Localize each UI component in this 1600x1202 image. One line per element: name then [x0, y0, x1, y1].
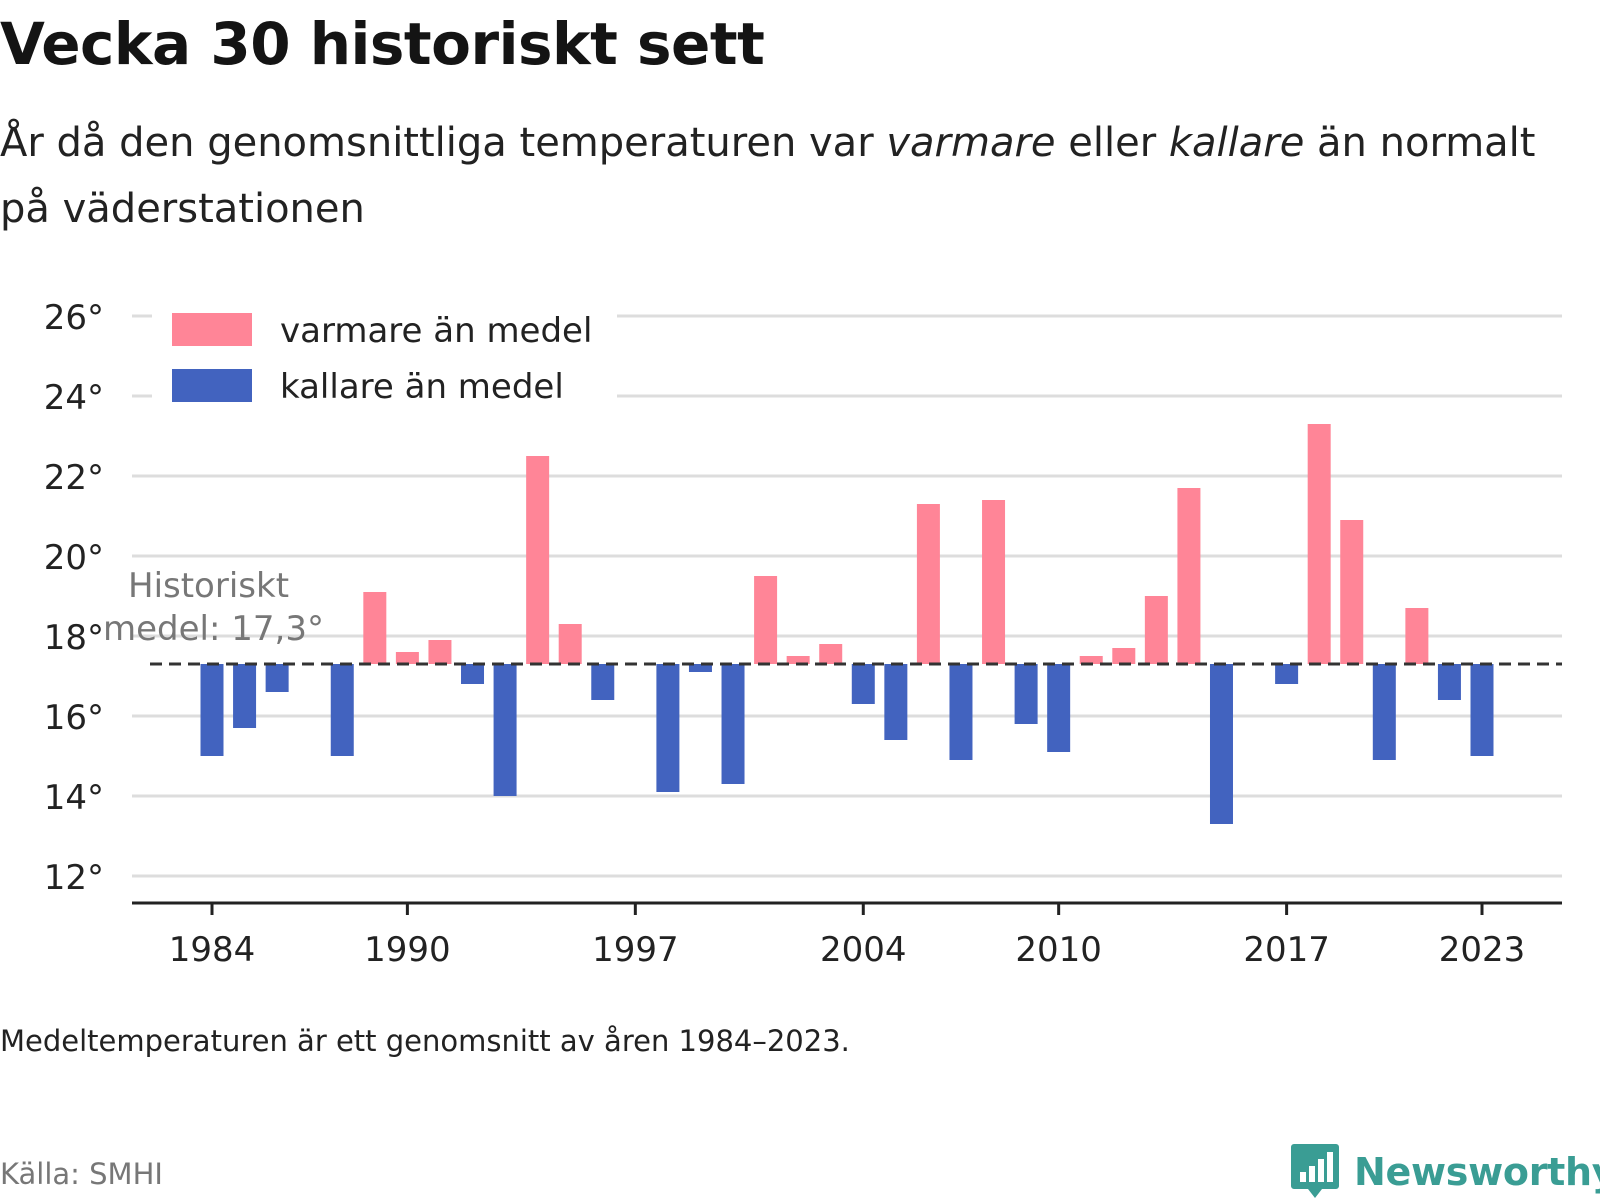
bar-1998 — [656, 664, 680, 792]
y-tick-label: 22° — [44, 458, 104, 498]
bar-1991 — [428, 640, 452, 664]
y-tick-label: 14° — [44, 778, 104, 818]
bar-2009 — [1014, 664, 1038, 724]
bar-1993 — [493, 664, 517, 796]
bar-2022 — [1437, 664, 1461, 700]
legend-label-colder: kallare än medel — [280, 367, 564, 407]
bar-2007 — [949, 664, 973, 760]
y-tick-label: 20° — [44, 538, 104, 578]
bar-2010 — [1047, 664, 1071, 752]
bar-2008 — [982, 500, 1006, 664]
x-tick-label: 2004 — [820, 930, 907, 970]
legend-swatch-warmer — [172, 313, 252, 346]
bar-2021 — [1405, 608, 1429, 664]
x-tick-label: 1997 — [592, 930, 679, 970]
mean-annotation-line2: medel: 17,3° — [103, 609, 324, 649]
bar-1994 — [526, 456, 550, 664]
subtitle-warmer: varmare — [886, 120, 1056, 166]
bar-1988 — [330, 664, 354, 756]
bar-1999 — [688, 664, 712, 672]
x-tick-label: 2010 — [1015, 930, 1102, 970]
bar-1985 — [233, 664, 257, 728]
bar-2017 — [1275, 664, 1299, 684]
brand-name: Newsworthy — [1354, 1150, 1600, 1194]
bar-2012 — [1112, 648, 1136, 664]
bar-2000 — [721, 664, 745, 784]
bar-1995 — [558, 624, 582, 664]
temperature-bar-chart: 12° 14° 16° 18° 20° 22° 24° 26° varmare än medel… — [44, 298, 1562, 970]
newsworthy-brand: Newsworthy — [1290, 1142, 1600, 1202]
x-tick-label: 1990 — [364, 930, 451, 970]
bar-2014 — [1177, 488, 1201, 664]
mean-annotation-line1: Historiskt — [128, 566, 289, 606]
legend-label-warmer: varmare än medel — [280, 311, 592, 351]
bar-2011 — [1079, 656, 1103, 664]
y-tick-label: 16° — [44, 698, 104, 738]
bar-2006 — [916, 504, 940, 664]
bar-2005 — [884, 664, 908, 740]
legend-swatch-colder — [172, 369, 252, 402]
y-tick-label: 18° — [44, 618, 104, 658]
subtitle-text: År då den genomsnittliga temperaturen va… — [0, 120, 887, 166]
bar-1996 — [591, 664, 615, 700]
bar-2018 — [1307, 424, 1331, 664]
footnote: Medeltemperaturen är ett genomsnitt av å… — [0, 1024, 850, 1058]
bar-2004 — [851, 664, 875, 704]
x-tick-label: 2017 — [1243, 930, 1330, 970]
y-tick-label: 24° — [44, 378, 104, 418]
bar-1986 — [265, 664, 289, 692]
bar-1990 — [395, 652, 419, 664]
x-tick-label: 1984 — [169, 930, 256, 970]
bar-2019 — [1340, 520, 1364, 664]
bar-2015 — [1209, 664, 1233, 824]
bar-1992 — [461, 664, 485, 684]
bar-1984 — [200, 664, 224, 756]
bar-chart-speech-bubble-icon — [1291, 1144, 1339, 1198]
bar-2020 — [1372, 664, 1396, 760]
bar-2002 — [786, 656, 810, 664]
y-tick-label: 26° — [44, 298, 104, 338]
bar-2003 — [819, 644, 843, 664]
chart-title: Vecka 30 historiskt sett — [0, 10, 765, 78]
bar-2023 — [1470, 664, 1494, 756]
bar-2001 — [754, 576, 778, 664]
subtitle-colder: kallare — [1168, 120, 1305, 166]
bar-1989 — [363, 592, 387, 664]
chart-subtitle: År då den genomsnittliga temperaturen va… — [0, 110, 1560, 242]
subtitle-text: än normalt på väderstationen — [0, 120, 1536, 232]
bar-2013 — [1144, 596, 1168, 664]
x-tick-label: 2023 — [1439, 930, 1526, 970]
source-credit: Källa: SMHI — [0, 1157, 163, 1191]
y-tick-label: 12° — [44, 858, 104, 898]
subtitle-text: eller — [1055, 120, 1169, 166]
